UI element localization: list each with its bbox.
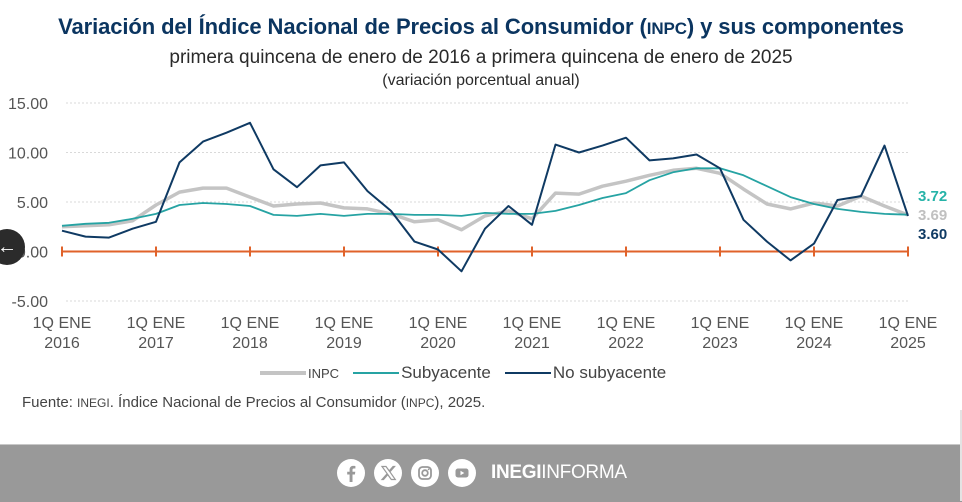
- x-tick-label: 1Q ENE: [127, 315, 186, 332]
- y-tick-label: 15.00: [8, 96, 48, 113]
- x-tick-year: 2022: [608, 335, 644, 352]
- y-tick-label: 10.00: [8, 146, 48, 163]
- end-value-label: 3.72: [918, 188, 947, 205]
- end-value-label: 3.60: [918, 226, 947, 243]
- x-tick-year: 2023: [702, 335, 738, 352]
- y-tick-label: -5.00: [12, 294, 49, 311]
- x-tick-year: 2017: [138, 335, 174, 352]
- legend-item-no-subyacente: No subyacente: [505, 363, 666, 383]
- series-line-no-subyacente: [62, 123, 908, 271]
- series-line-inpc: [62, 168, 908, 229]
- brand-logo: INEGIINFORMA: [491, 462, 627, 484]
- x-icon[interactable]: [374, 459, 402, 487]
- source-text: . Índice Nacional de Precios al Consumid…: [110, 394, 406, 411]
- legend-label: Subyacente: [401, 363, 491, 383]
- x-tick-label: 1Q ENE: [409, 315, 468, 332]
- x-tick-label: 1Q ENE: [785, 315, 844, 332]
- legend-item-subyacente: Subyacente: [353, 363, 491, 383]
- x-tick-year: 2018: [232, 335, 268, 352]
- source-abbr: INEGI: [77, 396, 110, 410]
- x-tick-year: 2021: [514, 335, 550, 352]
- x-tick-label: 1Q ENE: [221, 315, 280, 332]
- x-tick-year: 2025: [890, 335, 926, 352]
- x-tick-year: 2019: [326, 335, 362, 352]
- y-tick-label: 5.00: [17, 195, 48, 212]
- legend-swatch-inpc: [260, 371, 306, 375]
- brand-light: INFORMA: [541, 462, 627, 483]
- facebook-icon[interactable]: [337, 459, 365, 487]
- arrow-left-icon: ←: [0, 236, 17, 259]
- end-value-label: 3.69: [918, 207, 947, 224]
- x-tick-label: 1Q ENE: [879, 315, 938, 332]
- social-icons: INEGIINFORMA: [337, 459, 627, 487]
- x-tick-label: 1Q ENE: [597, 315, 656, 332]
- instagram-icon[interactable]: [411, 459, 439, 487]
- legend: INPC Subyacente No subyacente: [260, 363, 680, 383]
- x-tick-year: 2024: [796, 335, 832, 352]
- source-text: ), 2025.: [434, 394, 485, 411]
- legend-swatch-subyacente: [353, 372, 399, 374]
- source-text: Fuente:: [22, 394, 77, 411]
- x-tick-year: 2020: [420, 335, 456, 352]
- x-tick-label: 1Q ENE: [315, 315, 374, 332]
- footer-bar: INEGIINFORMA: [0, 444, 962, 502]
- legend-label: INPC: [308, 366, 339, 381]
- youtube-icon[interactable]: [448, 459, 476, 487]
- x-tick-label: 1Q ENE: [503, 315, 562, 332]
- legend-item-inpc: INPC: [260, 366, 339, 381]
- x-tick-label: 1Q ENE: [691, 315, 750, 332]
- brand-bold: INEGI: [491, 462, 541, 483]
- legend-label: No subyacente: [553, 363, 666, 383]
- x-tick-year: 2016: [44, 335, 80, 352]
- source-note: Fuente: INEGI. Índice Nacional de Precio…: [22, 394, 485, 411]
- source-abbr: INPC: [406, 396, 435, 410]
- x-tick-label: 1Q ENE: [33, 315, 92, 332]
- legend-swatch-no-subyacente: [505, 372, 551, 374]
